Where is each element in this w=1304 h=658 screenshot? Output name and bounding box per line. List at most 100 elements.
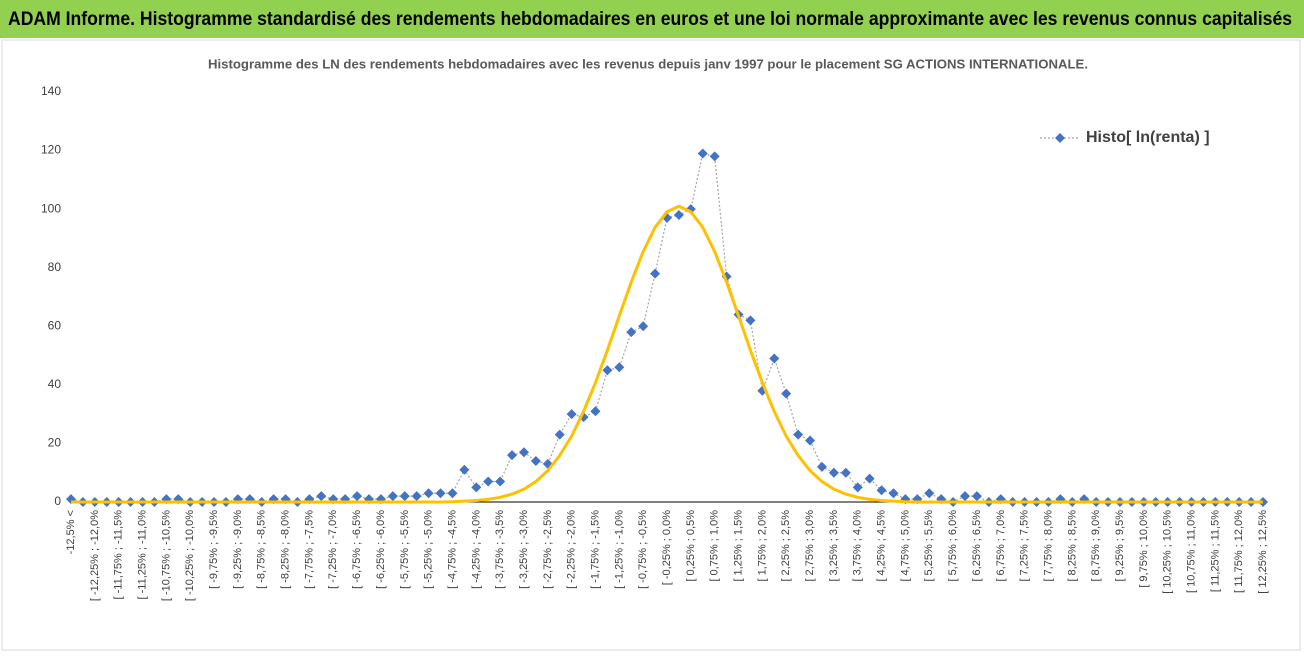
- point: [626, 327, 637, 338]
- point: [709, 151, 720, 162]
- point: [507, 450, 518, 461]
- point: [495, 476, 506, 487]
- point: [638, 321, 649, 332]
- point: [960, 491, 970, 502]
- x-tick-label: [ -1,25% ; -1,0%: [613, 510, 625, 589]
- point: [650, 268, 661, 279]
- chart-frame: [1, 39, 1301, 651]
- page-title: ADAM Informe. Histogramme standardisé de…: [8, 9, 1292, 30]
- point: [793, 429, 804, 440]
- x-tick-label: [ -2,75% ; -2,5%: [542, 510, 554, 589]
- x-tick-label: [ 4,25% ; 4,5%: [876, 510, 888, 582]
- x-tick-label: [ 10,75% ; 11,0%: [1185, 510, 1197, 593]
- x-tick-label: [ -5,75% ; -5,5%: [399, 510, 411, 589]
- legend-marker: [1055, 133, 1065, 143]
- x-tick-label: [ 6,75% ; 7,0%: [995, 510, 1007, 582]
- x-tick-label: [ -12,25% ; -12,0%: [89, 510, 101, 601]
- x-tick-label: [ -11,25% ; -11,0%: [137, 510, 149, 600]
- y-tick-label: 100: [41, 201, 61, 215]
- x-tick-label: [ -0,75% ; -0,5%: [637, 510, 649, 589]
- y-tick-label: 20: [48, 436, 62, 450]
- x-tick-label: [ 2,25% ; 2,5%: [780, 510, 792, 582]
- point: [411, 491, 422, 502]
- x-tick-label: [ 5,25% ; 5,5%: [923, 510, 935, 582]
- point: [781, 388, 792, 399]
- x-tick-label: [ 6,25% ; 6,5%: [971, 510, 983, 582]
- x-tick-label: [ -6,25% ; -6,0%: [375, 510, 387, 589]
- point: [673, 210, 684, 220]
- x-tick-label: [ 8,25% ; 8,5%: [1066, 510, 1078, 582]
- point: [316, 491, 327, 502]
- x-tick-label: [ -11,75% ; -11,5%: [113, 510, 125, 600]
- x-tick-label: [ 1,75% ; 2,0%: [756, 510, 768, 582]
- x-tick-label: [ 0,25% ; 0,5%: [685, 510, 697, 582]
- x-tick-label: [ 0,75% ; 1,0%: [709, 510, 721, 582]
- point: [352, 491, 363, 502]
- fit-curve: [71, 204, 1263, 504]
- point: [590, 406, 601, 417]
- x-tick-label: [ -9,75% ; -9,5%: [208, 510, 220, 589]
- x-tick-label: [ 5,75% ; 6,0%: [947, 510, 959, 582]
- y-tick-label: 0: [54, 494, 61, 508]
- x-tick-label: [ -0,25% ; 0,0%: [661, 510, 673, 585]
- y-tick-label: 60: [48, 318, 62, 332]
- x-tick-label: [ 3,75% ; 4,0%: [852, 510, 864, 582]
- x-tick-label: [ 10,25% ; 10,5%: [1162, 510, 1174, 594]
- legend-label: Histo[ ln(renta) ]: [1086, 129, 1210, 146]
- point: [387, 491, 398, 502]
- point: [697, 148, 708, 159]
- x-tick-label: [ -7,25% ; -7,0%: [327, 510, 339, 589]
- x-tick-label: [ 11,75% ; 12,0%: [1233, 510, 1245, 593]
- x-tick-label: [ -3,25% ; -3,0%: [518, 510, 530, 589]
- x-tick-label: [ -5,25% ; -5,0%: [423, 510, 435, 589]
- x-tick-label: [ 9,25% ; 9,5%: [1114, 510, 1126, 582]
- x-tick-label: [ 8,75% ; 9,0%: [1090, 510, 1102, 582]
- y-tick-label: 120: [41, 143, 61, 157]
- point: [971, 491, 982, 502]
- point: [399, 491, 410, 502]
- x-tick-label: [ -1,75% ; -1,5%: [589, 510, 601, 589]
- point: [566, 409, 577, 420]
- x-tick-label: [ 11,25% ; 11,5%: [1209, 510, 1221, 592]
- point: [602, 365, 613, 376]
- x-tick-label: [ 1,25% ; 1,5%: [733, 510, 745, 582]
- point: [828, 467, 839, 478]
- point: [864, 473, 875, 484]
- point: [614, 362, 625, 373]
- x-tick-label: [ 2,75% ; 3,0%: [804, 510, 816, 582]
- y-tick-label: 140: [41, 84, 61, 98]
- y-tick-label: 80: [48, 260, 62, 274]
- x-tick-label: [ -8,25% ; -8,0%: [280, 510, 292, 589]
- x-tick-label: [ -4,25% ; -4,0%: [470, 510, 482, 589]
- x-tick-label: [ -3,75% ; -3,5%: [494, 510, 506, 589]
- point: [769, 353, 780, 364]
- point: [805, 435, 816, 446]
- point: [876, 485, 887, 496]
- point: [840, 467, 851, 478]
- point: [554, 429, 565, 440]
- x-tick-label: [ -4,75% ; -4,5%: [446, 510, 458, 589]
- point: [471, 482, 482, 493]
- point: [816, 461, 827, 472]
- chart-title: Histogramme des LN des rendements hebdom…: [208, 56, 1088, 71]
- point: [745, 315, 756, 326]
- point: [483, 476, 494, 487]
- x-tick-label: -12,5% <: [65, 510, 77, 554]
- point: [518, 447, 529, 458]
- x-tick-label: [ 4,75% ; 5,0%: [899, 510, 911, 582]
- point: [924, 488, 935, 499]
- x-tick-label: [ 7,25% ; 7,5%: [1019, 510, 1031, 582]
- x-tick-label: [ -6,75% ; -6,5%: [351, 510, 363, 589]
- point: [530, 456, 541, 466]
- x-tick-label: [ -8,75% ; -8,5%: [256, 510, 268, 589]
- x-tick-label: [ -10,75% ; -10,5%: [160, 510, 172, 601]
- point: [888, 488, 899, 499]
- header-band: [0, 0, 1304, 38]
- point: [459, 464, 470, 475]
- x-tick-label: [ 12,25% ; 12,5%: [1257, 510, 1269, 594]
- point: [852, 482, 863, 493]
- point: [447, 488, 458, 499]
- y-tick-label: 40: [48, 377, 62, 391]
- point: [423, 488, 434, 499]
